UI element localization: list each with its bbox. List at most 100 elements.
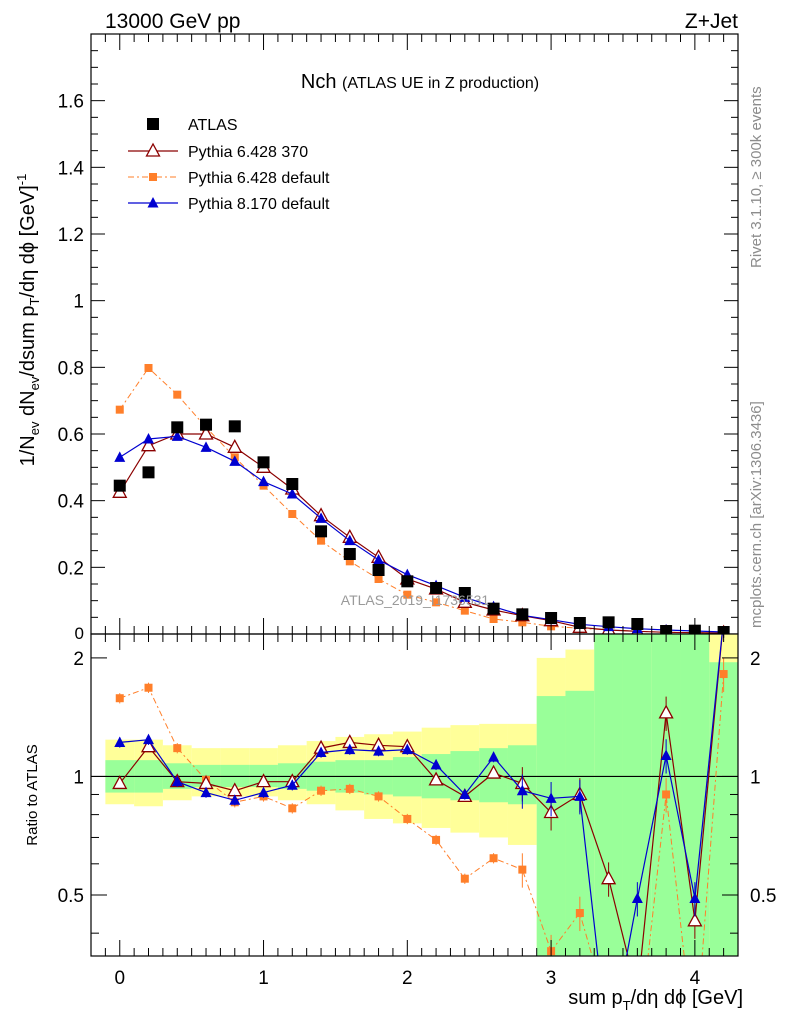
ratio-panel: 0.5 0.5 1 1 2 2 0 1 2 3 4 bbox=[58, 614, 776, 989]
data-point bbox=[113, 479, 126, 492]
legend-marker bbox=[147, 118, 159, 130]
process-label: Z+Jet bbox=[685, 10, 738, 33]
ratio-point bbox=[459, 788, 471, 799]
y-tick-label: 1.4 bbox=[58, 158, 85, 179]
data-point bbox=[343, 548, 356, 560]
ratio-y-tick-label-right: 1 bbox=[750, 767, 761, 788]
energy-label: 13000 GeV pp bbox=[105, 10, 240, 33]
data-point bbox=[258, 475, 270, 487]
ratio-point bbox=[171, 775, 183, 787]
uncertainty-bands bbox=[105, 634, 738, 956]
data-point bbox=[516, 608, 529, 621]
ratio-point bbox=[315, 746, 327, 758]
legend-label-pythia8-default: Pythia 8.170 default bbox=[188, 196, 330, 213]
main-y-axis-label: 1/Nev dNev/dsum pT/dη dϕ [GeV]-1 bbox=[14, 174, 42, 467]
ratio-point bbox=[144, 683, 153, 692]
ratio-point bbox=[373, 745, 385, 756]
ratio-point bbox=[140, 738, 157, 753]
legend-symbol bbox=[147, 118, 159, 130]
x-tick-label: 0 bbox=[114, 968, 125, 989]
data-point bbox=[142, 466, 155, 479]
ratio-y-tick-label-right: 0.5 bbox=[750, 886, 776, 907]
legend-marker bbox=[128, 142, 178, 157]
ratio-point bbox=[574, 790, 586, 801]
data-point bbox=[489, 615, 498, 623]
ratio-point bbox=[286, 779, 298, 790]
data-point bbox=[317, 536, 326, 545]
analysis-watermark: ATLAS_2019_I1736531 bbox=[341, 592, 490, 608]
ratio-point bbox=[516, 784, 528, 796]
data-point bbox=[631, 618, 644, 630]
y-tick-label: 0.2 bbox=[58, 558, 84, 579]
ratio-point bbox=[432, 835, 441, 844]
y-tick-label: 1.6 bbox=[58, 92, 84, 113]
y-tick-label: 1 bbox=[73, 292, 84, 313]
legend-marker bbox=[128, 197, 178, 208]
y-tick-label: 0.4 bbox=[58, 492, 85, 513]
ratio-point bbox=[658, 704, 674, 719]
data-point bbox=[173, 390, 182, 399]
legend-symbol bbox=[149, 173, 157, 181]
data-point bbox=[228, 420, 241, 433]
ratio-y-tick-label-left: 1 bbox=[73, 767, 84, 788]
data-point bbox=[286, 488, 298, 499]
inner-band-bin bbox=[594, 634, 623, 956]
legend: ATLAS Pythia 6.428 370 Pythia 6.428 defa… bbox=[128, 117, 330, 213]
data-point bbox=[372, 564, 385, 576]
legend-label-atlas: ATLAS bbox=[188, 117, 238, 134]
legend-label-pythia6-default: Pythia 6.428 default bbox=[188, 170, 330, 187]
data-point bbox=[403, 590, 412, 599]
data-point bbox=[286, 478, 299, 490]
ratio-series-group bbox=[112, 614, 729, 956]
rivet-version-label: Rivet 3.1.10, ≥ 300k events bbox=[748, 86, 765, 268]
ratio-point bbox=[601, 870, 617, 885]
ratio-point bbox=[575, 909, 584, 918]
inner-band-bin bbox=[364, 760, 393, 795]
data-point bbox=[487, 602, 500, 615]
ratio-point bbox=[345, 784, 354, 793]
x-tick-label: 4 bbox=[690, 968, 701, 989]
ratio-point bbox=[485, 764, 502, 779]
y-tick-label: 0.8 bbox=[58, 358, 84, 379]
data-point bbox=[344, 534, 356, 546]
data-point bbox=[198, 425, 214, 440]
ratio-point bbox=[660, 749, 672, 761]
ratio-point bbox=[689, 892, 701, 903]
ratio-y-tick-label-left: 2 bbox=[73, 649, 84, 670]
x-tick-label: 3 bbox=[546, 968, 557, 989]
data-point bbox=[458, 587, 471, 599]
data-point bbox=[144, 364, 153, 372]
data-point bbox=[432, 598, 441, 607]
x-tick-label: 2 bbox=[402, 968, 413, 989]
legend-symbol bbox=[147, 197, 159, 208]
y-tick-label-zero: 0 bbox=[75, 624, 84, 643]
ratio-point bbox=[428, 771, 444, 786]
data-point bbox=[315, 512, 327, 523]
data-point bbox=[573, 617, 586, 629]
legend-label-pythia6-370: Pythia 6.428 370 bbox=[188, 144, 308, 161]
ratio-point bbox=[518, 865, 527, 874]
x-tick-label: 1 bbox=[258, 968, 269, 989]
data-point bbox=[315, 525, 328, 538]
ratio-point bbox=[114, 736, 126, 747]
plot-title: Nch (ATLAS UE in Z production) bbox=[301, 71, 539, 93]
y-tick-label: 0.6 bbox=[58, 425, 84, 446]
x-axis-label: sum pT/dη dϕ [GeV] bbox=[568, 987, 743, 1013]
ratio-point bbox=[143, 733, 155, 745]
data-point bbox=[345, 557, 354, 566]
ratio-point bbox=[631, 892, 643, 903]
data-point bbox=[374, 575, 383, 583]
data-point bbox=[430, 582, 443, 594]
main-series-group bbox=[112, 364, 730, 634]
data-point bbox=[229, 455, 241, 466]
data-point bbox=[114, 451, 126, 462]
ratio-line bbox=[119, 634, 723, 956]
ratio-point bbox=[718, 614, 729, 625]
plot-title-sub: (ATLAS UE in Z production) bbox=[342, 75, 539, 92]
ratio-point bbox=[488, 751, 500, 762]
ratio-point bbox=[112, 775, 128, 790]
ratio-point bbox=[401, 743, 413, 755]
ratio-frame bbox=[90, 633, 739, 957]
plot-title-main: Nch bbox=[301, 71, 337, 93]
